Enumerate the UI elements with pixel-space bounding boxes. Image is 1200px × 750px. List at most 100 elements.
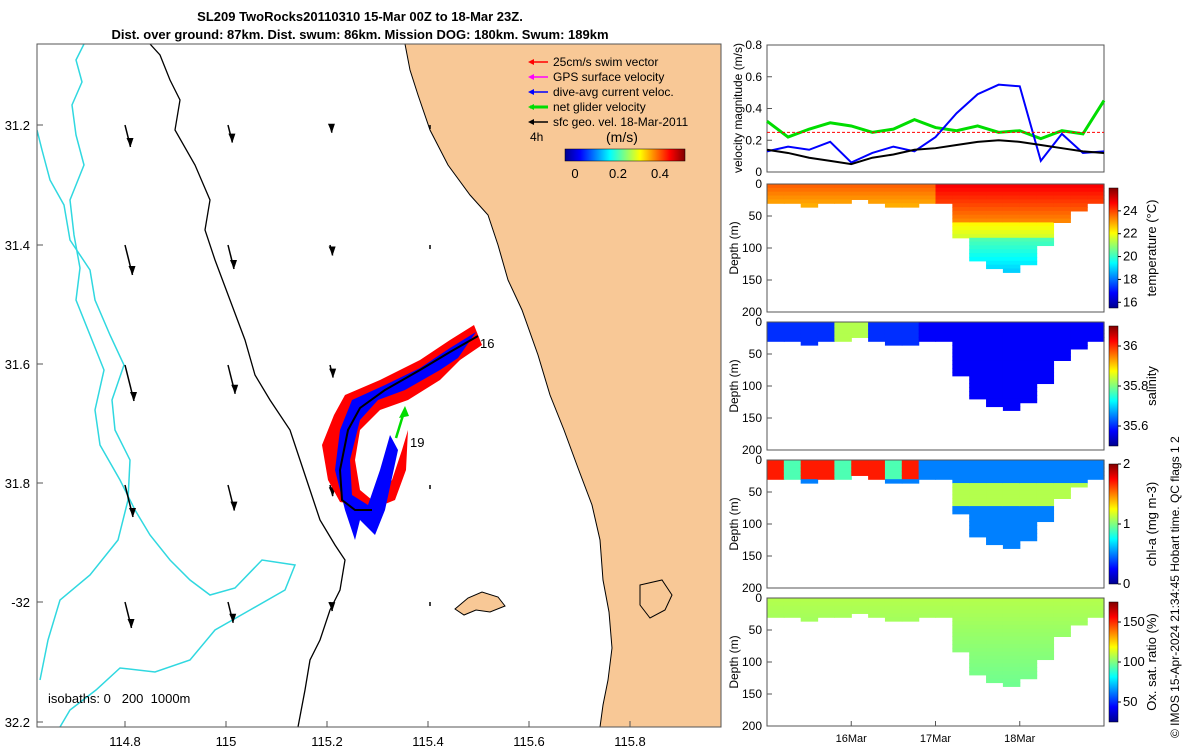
lat-tick-label: 32.2 xyxy=(5,715,30,730)
depth-tick-label: 150 xyxy=(742,273,762,287)
depth-tick-label: 200 xyxy=(742,719,762,733)
time-tick-label: 18Mar xyxy=(1004,733,1036,745)
colorbar-tick-label: 20 xyxy=(1123,249,1137,264)
legend-entry: dive-avg current veloc. xyxy=(553,85,674,99)
isobath-label: isobaths: 0 200 1000m xyxy=(48,691,190,706)
chart-title-line2: Dist. over ground: 87km. Dist. swum: 86k… xyxy=(111,27,609,42)
time-tick-label: 16Mar xyxy=(836,733,868,745)
colorbar-3 xyxy=(1108,463,1119,585)
isobath-1000m-left xyxy=(37,129,131,681)
island-garden xyxy=(639,579,673,619)
colorbar-tick-label: 0 xyxy=(571,166,578,181)
chart-title-line1: SL209 TwoRocks20110310 15-Mar 00Z to 18-… xyxy=(197,9,523,24)
colorbar-unit: (m/s) xyxy=(606,129,638,145)
lon-tick-label: 115.8 xyxy=(614,734,646,749)
velocity-axes xyxy=(766,44,1105,173)
map-lat-ticks: 31.2 31.4 31.6 31.8 -32 32.2 xyxy=(5,118,43,730)
speed-colorbar-ticks: 0 0.2 0.4 xyxy=(571,166,669,181)
depth-tick-label: 100 xyxy=(742,379,762,393)
depth-tick-label: 50 xyxy=(749,623,763,637)
depth-tick-label: 150 xyxy=(742,411,762,425)
track-label-16: 16 xyxy=(480,336,494,351)
colorbar-2 xyxy=(1108,325,1119,447)
velocity-ytick-label: 0.2 xyxy=(745,133,762,147)
depth-tick-label: 150 xyxy=(742,687,762,701)
depth-ylabel: Depth (m) xyxy=(727,221,741,274)
depth-ylabel: Depth (m) xyxy=(727,359,741,412)
depth-tick-label: 50 xyxy=(749,347,763,361)
depth-tick-label: 200 xyxy=(742,581,762,595)
colorbar-label: salinity xyxy=(1144,366,1159,406)
colorbar-label: Ox. sat. ratio (%) xyxy=(1144,613,1159,711)
depth-tick-label: 100 xyxy=(742,655,762,669)
island-rottnest xyxy=(454,591,506,616)
legend-entry: net glider velocity xyxy=(553,100,646,114)
velocity-ylabel: velocity magnitude (m/s) xyxy=(731,43,745,173)
glider-track-map: 114.8 115 115.2 115.4 115.6 115.8 31.231.431.… xyxy=(5,43,722,749)
velocity-series-2 xyxy=(766,139,1105,166)
colorbar-tick-label: 35.8 xyxy=(1123,378,1148,393)
depth-tick-label: 150 xyxy=(742,549,762,563)
heatmap-panel-3: 0 50 100 150 200 Depth (m) 0 1 2 chl-a (mg m-3) xyxy=(727,453,1159,595)
colorbar-tick-label: 150 xyxy=(1123,614,1145,629)
colorbar-tick-label: 35.6 xyxy=(1123,418,1148,433)
velocity-ytick-label: 0.8 xyxy=(745,38,762,52)
depth-tick-label: 50 xyxy=(749,209,763,223)
colorbar-tick-label: 2 xyxy=(1123,456,1130,471)
colorbar-label: temperature (°C) xyxy=(1144,200,1159,297)
map-lon-ticks: 114.8 115 115.2 115.4 115.6 115.8 xyxy=(109,721,646,749)
depth-ylabel: Depth (m) xyxy=(727,497,741,550)
depth-tick-label: 0 xyxy=(755,453,762,467)
colorbar-tick-label: 100 xyxy=(1123,654,1145,669)
lat-tick-label: 31.6 xyxy=(5,357,30,372)
colorbar-tick-label: 24 xyxy=(1123,203,1137,218)
colorbar-tick-label: 0 xyxy=(1123,576,1130,591)
time-tick-label: 17Mar xyxy=(920,733,952,745)
map-axes xyxy=(36,43,722,728)
colorbar-tick-label: 0.2 xyxy=(609,166,627,181)
depth-tick-label: 200 xyxy=(742,305,762,319)
colorbar-tick-label: 16 xyxy=(1123,294,1137,309)
depth-tick-label: 50 xyxy=(749,485,763,499)
depth-tick-label: 100 xyxy=(742,241,762,255)
isobath-1000m xyxy=(59,44,297,727)
depth-ylabel: Depth (m) xyxy=(727,635,741,688)
depth-tick-label: 0 xyxy=(755,315,762,329)
swim-vector-fan xyxy=(322,325,482,508)
velocity-series-1 xyxy=(766,83,1105,164)
colorbar-tick-label: 50 xyxy=(1123,694,1137,709)
colorbar-tick-label: 0.4 xyxy=(651,166,669,181)
depth-tick-label: 100 xyxy=(742,517,762,531)
imos-credit: © IMOS 15-Apr-2024 21:34:45 Hobart time.… xyxy=(1168,436,1182,738)
interval-label: 4h xyxy=(530,130,543,144)
geostrophic-velocity-arrows xyxy=(124,123,431,629)
lon-tick-label: 115.4 xyxy=(412,734,444,749)
speed-colorbar xyxy=(564,148,686,162)
land-area xyxy=(404,44,721,727)
colorbar-tick-label: 1 xyxy=(1123,516,1130,531)
lat-tick-label: 31.2 xyxy=(5,118,30,133)
depth-tick-label: 200 xyxy=(742,443,762,457)
isobath-200m xyxy=(149,44,346,727)
legend-entry: GPS surface velocity xyxy=(553,70,664,84)
colorbar-tick-label: 22 xyxy=(1123,226,1137,241)
lat-tick-label: 31.8 xyxy=(5,476,30,491)
heatmap-panel-2: 0 50 100 150 200 Depth (m) 35.6 35.8 36 salinity xyxy=(727,315,1159,457)
lat-tick-label: -32 xyxy=(11,595,30,610)
velocity-ytick-label: 0 xyxy=(755,165,762,179)
lon-tick-label: 115 xyxy=(216,734,237,749)
net-glider-velocity-arrowhead xyxy=(399,406,409,418)
glider-track xyxy=(338,335,479,511)
legend-entry: sfc geo. vel. 18-Mar-2011 xyxy=(553,115,689,129)
velocity-ytick-label: 0.4 xyxy=(745,102,762,116)
legend-entry: 25cm/s swim vector xyxy=(553,55,658,69)
depth-tick-label: 0 xyxy=(755,591,762,605)
colorbar-tick-label: 18 xyxy=(1123,271,1137,286)
velocity-ytick-label: 0.6 xyxy=(745,70,762,84)
velocity-series-0 xyxy=(766,99,1106,141)
lat-tick-label: 31.4 xyxy=(5,238,30,253)
lon-tick-label: 115.6 xyxy=(513,734,545,749)
